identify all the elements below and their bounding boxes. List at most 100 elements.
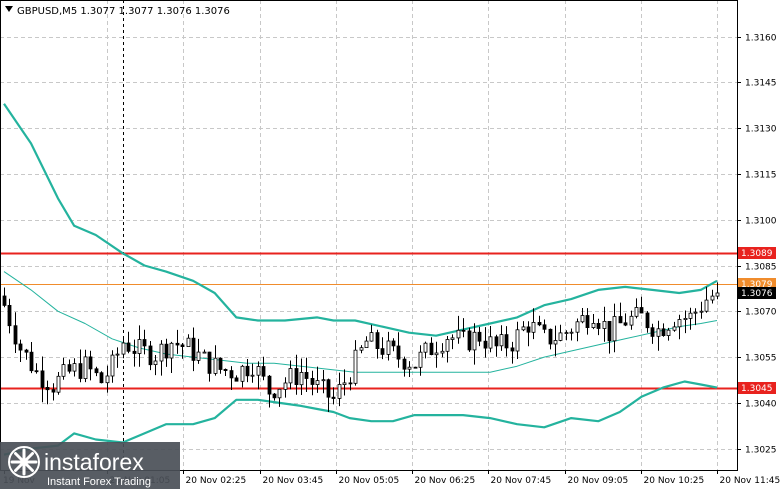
y-tick-label: 1.3115 xyxy=(745,171,777,181)
candle xyxy=(445,336,450,363)
candle xyxy=(521,321,526,332)
candle xyxy=(715,282,720,300)
candle xyxy=(88,350,93,381)
candle xyxy=(24,348,29,360)
candle xyxy=(310,370,315,396)
candle xyxy=(591,314,596,330)
level-price-label: 1.3089 xyxy=(738,247,776,259)
candle xyxy=(304,357,309,392)
plot-frame xyxy=(0,0,738,471)
watermark-brand: instaforex xyxy=(44,449,144,475)
candle xyxy=(18,339,23,362)
level-price-label: 1.3045 xyxy=(738,382,776,394)
candle xyxy=(531,308,536,340)
candle xyxy=(137,325,142,367)
x-tick-label: 20 Nov 10:25 xyxy=(644,476,705,486)
candle xyxy=(288,360,293,390)
instaforex-logo-icon xyxy=(8,446,40,478)
candle xyxy=(229,366,234,390)
candle xyxy=(477,326,482,347)
candle xyxy=(386,331,391,361)
candle xyxy=(34,363,39,374)
candle xyxy=(256,361,261,390)
candle xyxy=(13,312,18,353)
candle xyxy=(272,393,277,401)
candle xyxy=(418,345,423,376)
y-tick-label: 1.3130 xyxy=(745,125,777,135)
candle xyxy=(110,350,115,383)
candle xyxy=(83,349,88,383)
candle xyxy=(240,364,245,388)
candle xyxy=(596,318,601,336)
candle xyxy=(699,301,704,319)
candle xyxy=(331,387,336,405)
candle xyxy=(645,311,650,333)
candle xyxy=(661,323,666,337)
candle xyxy=(164,338,169,367)
candle xyxy=(218,357,223,374)
candle xyxy=(683,310,688,334)
x-tick-label: 20 Nov 03:45 xyxy=(263,476,324,486)
watermark-background xyxy=(0,442,180,489)
candle xyxy=(488,326,493,353)
candle xyxy=(580,308,585,324)
candle xyxy=(650,323,655,344)
candle xyxy=(634,298,639,319)
candle xyxy=(40,356,45,403)
candle xyxy=(510,341,515,364)
candle xyxy=(553,325,558,357)
candle xyxy=(315,366,320,393)
candle xyxy=(558,324,563,342)
candle xyxy=(72,358,77,377)
candle xyxy=(148,341,153,371)
candle xyxy=(348,377,353,391)
instaforex-watermark: instaforex Instant Forex Trading xyxy=(0,442,180,489)
candle xyxy=(126,331,131,354)
candle xyxy=(115,347,120,368)
x-tick-label: 20 Nov 07:45 xyxy=(491,476,552,486)
candle xyxy=(142,329,147,355)
svg-text:1.3045: 1.3045 xyxy=(741,384,773,394)
candle xyxy=(677,314,682,340)
candle xyxy=(364,336,369,349)
candle xyxy=(548,328,553,350)
chart-header: GBPUSD,M5 1.3077 1.3077 1.3076 1.3076 xyxy=(5,6,230,17)
candle xyxy=(429,337,434,356)
x-tick-label: 20 Nov 11:45 xyxy=(720,476,781,486)
candle xyxy=(423,341,428,359)
x-tick-label: 20 Nov 02:25 xyxy=(186,476,247,486)
candle xyxy=(450,334,455,350)
candle xyxy=(434,341,439,368)
y-tick-label: 1.3160 xyxy=(745,34,777,44)
candle xyxy=(159,340,164,376)
candle xyxy=(575,318,580,342)
y-tick-label: 1.3100 xyxy=(745,217,777,227)
svg-text:1.3079: 1.3079 xyxy=(741,280,773,290)
candle xyxy=(688,307,693,330)
upper-band-line xyxy=(3,103,718,337)
candle xyxy=(407,361,412,377)
candle xyxy=(191,327,196,372)
current-price-label: 1.3076 xyxy=(738,287,776,299)
candle xyxy=(234,375,239,382)
candle xyxy=(704,286,709,313)
candle xyxy=(440,343,445,358)
candle xyxy=(223,368,228,376)
candle xyxy=(380,337,385,360)
candle xyxy=(467,327,472,352)
candle xyxy=(623,313,628,327)
chart-title: GBPUSD,M5 1.3077 1.3077 1.3076 1.3076 xyxy=(17,6,230,17)
candle xyxy=(283,377,288,398)
svg-text:1.3076: 1.3076 xyxy=(741,289,773,299)
candle xyxy=(342,369,347,396)
x-tick-label: 20 Nov 09:05 xyxy=(568,476,629,486)
candle xyxy=(602,306,607,342)
candle xyxy=(656,320,661,351)
y-tick-label: 1.3025 xyxy=(745,446,777,456)
candle xyxy=(294,354,299,395)
candle xyxy=(526,321,531,347)
candle xyxy=(396,332,401,368)
candle xyxy=(261,356,266,381)
